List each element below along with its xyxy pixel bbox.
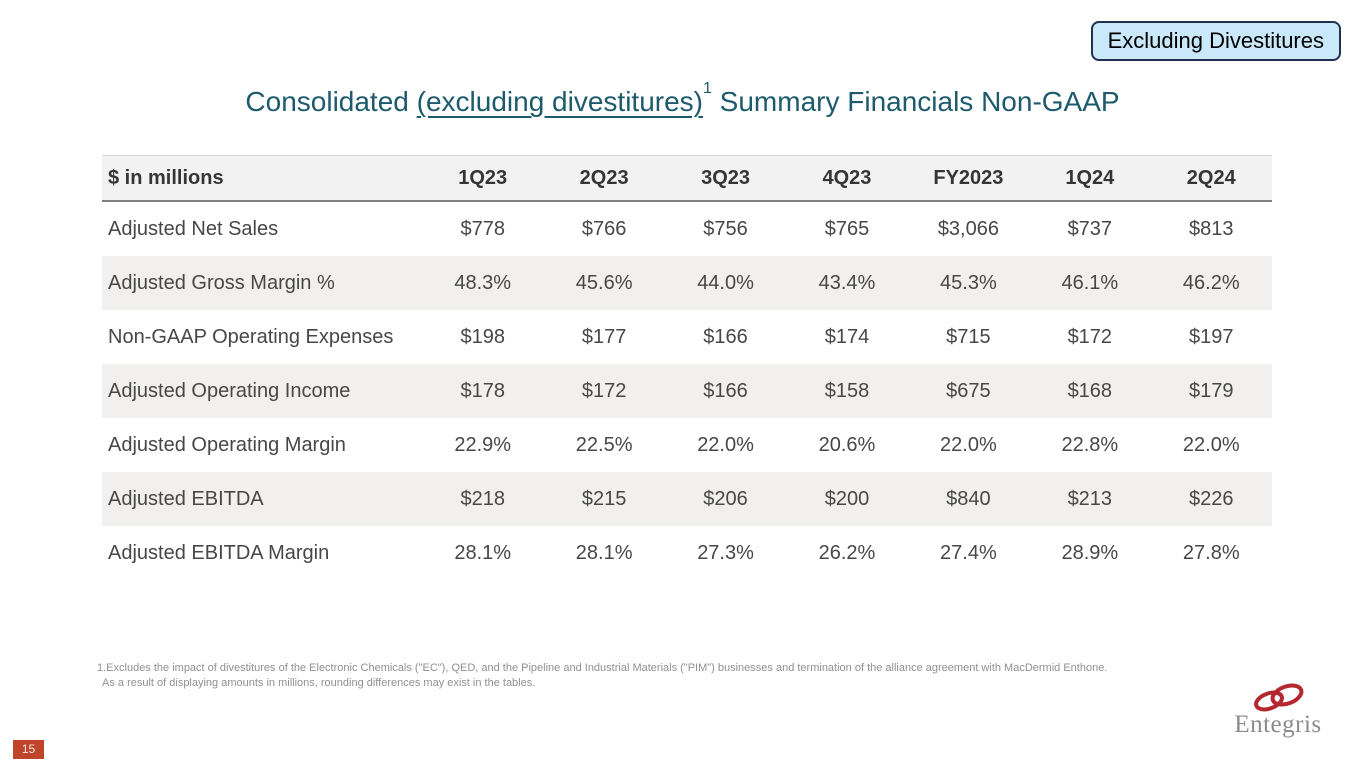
cell-value: 46.1% (1061, 271, 1119, 294)
cell-value: $198 (460, 325, 505, 348)
cell-value: $675 (946, 379, 991, 402)
cell-value: $197 (1189, 325, 1234, 348)
title-prefix: Consolidated (245, 86, 417, 117)
cell-value: $840 (946, 487, 991, 510)
cell-value: 22.8% (1061, 433, 1119, 456)
entegris-wordmark: Entegris (1234, 711, 1322, 738)
title-underlined: (excluding divestitures) (416, 86, 703, 117)
row-label: Adjusted EBITDA (108, 487, 264, 510)
entegris-logo: Entegris (1233, 683, 1323, 739)
column-header: 3Q23 (664, 155, 787, 202)
cell-value: 26.2% (818, 541, 876, 564)
cell-value: 46.2% (1182, 271, 1240, 294)
cell-value: $766 (581, 217, 627, 240)
column-header: 4Q23 (786, 155, 908, 202)
row-label: Adjusted Net Sales (108, 217, 279, 240)
cell-value: $166 (703, 379, 748, 402)
cell-value: $813 (1189, 217, 1234, 240)
cell-value: 27.8% (1182, 541, 1240, 564)
table-row: Adjusted Gross Margin % 48.3% 45.6% 44.0% 43… (102, 256, 1272, 310)
cell-value: $206 (703, 487, 748, 510)
cell-value: $200 (824, 487, 870, 510)
row-label: Adjusted Operating Income (108, 379, 351, 402)
cell-value: 28.1% (575, 541, 633, 564)
cell-value: $168 (1067, 379, 1113, 402)
cell-value: 22.5% (575, 433, 633, 456)
table-row: Adjusted EBITDA $218 $215 $206 $200 $840 $213 $… (102, 472, 1272, 526)
cell-value: $179 (1189, 379, 1234, 402)
cell-value: 28.1% (454, 541, 512, 564)
excluding-divestitures-badge: Excluding Divestitures (1090, 21, 1341, 61)
cell-value: $166 (703, 325, 748, 348)
column-header: 2Q24 (1150, 155, 1272, 202)
cell-value: 45.6% (575, 271, 633, 294)
column-header: 2Q23 (543, 155, 665, 202)
cell-value: $178 (460, 379, 505, 402)
cell-value: $756 (703, 217, 748, 240)
cell-value: 27.4% (940, 541, 997, 564)
cell-value: $3,066 (937, 217, 999, 240)
cell-value: $174 (824, 325, 870, 348)
cell-value: $215 (581, 487, 627, 510)
cell-value: $226 (1189, 487, 1234, 510)
row-label: Adjusted Operating Margin (108, 433, 346, 456)
page-title: Consolidated (excluding divestitures)1 S… (0, 80, 1365, 118)
row-label: Adjusted EBITDA Margin (108, 541, 330, 564)
column-header: 1Q24 (1029, 155, 1151, 202)
row-label: Adjusted Gross Margin % (108, 271, 335, 294)
page-number-badge: 15 (13, 740, 44, 759)
column-header: 1Q23 (422, 155, 544, 202)
table-corner-header: $ in millions (102, 155, 422, 202)
cell-value: 22.0% (1182, 433, 1240, 456)
cell-value: 22.0% (940, 433, 997, 456)
cell-value: 48.3% (454, 271, 512, 294)
cell-value: $177 (581, 325, 627, 348)
title-footnote-marker: 1 (702, 80, 712, 97)
financials-table: $ in millions 1Q23 2Q23 3Q23 4Q23 FY2023 1Q24 2… (102, 155, 1272, 580)
cell-value: $715 (946, 325, 991, 348)
cell-value: $218 (460, 487, 505, 510)
row-label: Non-GAAP Operating Expenses (108, 325, 394, 348)
cell-value: 28.9% (1061, 541, 1119, 564)
footnote-line-1: 1.Excludes the impact of divestitures of… (97, 662, 1108, 674)
footnote-line-2: As a result of displaying amounts in mil… (102, 677, 536, 689)
cell-value: $158 (824, 379, 870, 402)
footnote: 1.Excludes the impact of divestitures of… (97, 661, 1107, 691)
table-row: Adjusted EBITDA Margin 28.1% 28.1% 27.3% 26.… (102, 526, 1272, 580)
table-row: Non-GAAP Operating Expenses $198 $177 $166 $… (102, 310, 1272, 364)
cell-value: $213 (1067, 487, 1113, 510)
cell-value: $737 (1067, 217, 1113, 240)
cell-value: 45.3% (940, 271, 997, 294)
cell-value: $172 (1067, 325, 1113, 348)
cell-value: 27.3% (697, 541, 754, 564)
cell-value: 22.0% (697, 433, 754, 456)
table-row: Adjusted Net Sales $778 $766 $756 $765 $3,066… (102, 201, 1272, 256)
title-suffix: Summary Financials Non-GAAP (711, 86, 1120, 117)
cell-value: $778 (460, 217, 505, 240)
cell-value: 44.0% (697, 271, 754, 294)
table-row: Adjusted Operating Margin 22.9% 22.5% 22.0%… (102, 418, 1272, 472)
cell-value: $765 (824, 217, 870, 240)
column-header: FY2023 (907, 155, 1030, 202)
table-header-row: $ in millions 1Q23 2Q23 3Q23 4Q23 FY2023 1Q24 2… (102, 155, 1272, 202)
cell-value: 20.6% (818, 433, 876, 456)
table-row: Adjusted Operating Income $178 $172 $166 $15… (102, 364, 1272, 418)
cell-value: $172 (581, 379, 627, 402)
cell-value: 22.9% (454, 433, 512, 456)
cell-value: 43.4% (818, 271, 876, 294)
entegris-rings-icon (1254, 683, 1304, 712)
